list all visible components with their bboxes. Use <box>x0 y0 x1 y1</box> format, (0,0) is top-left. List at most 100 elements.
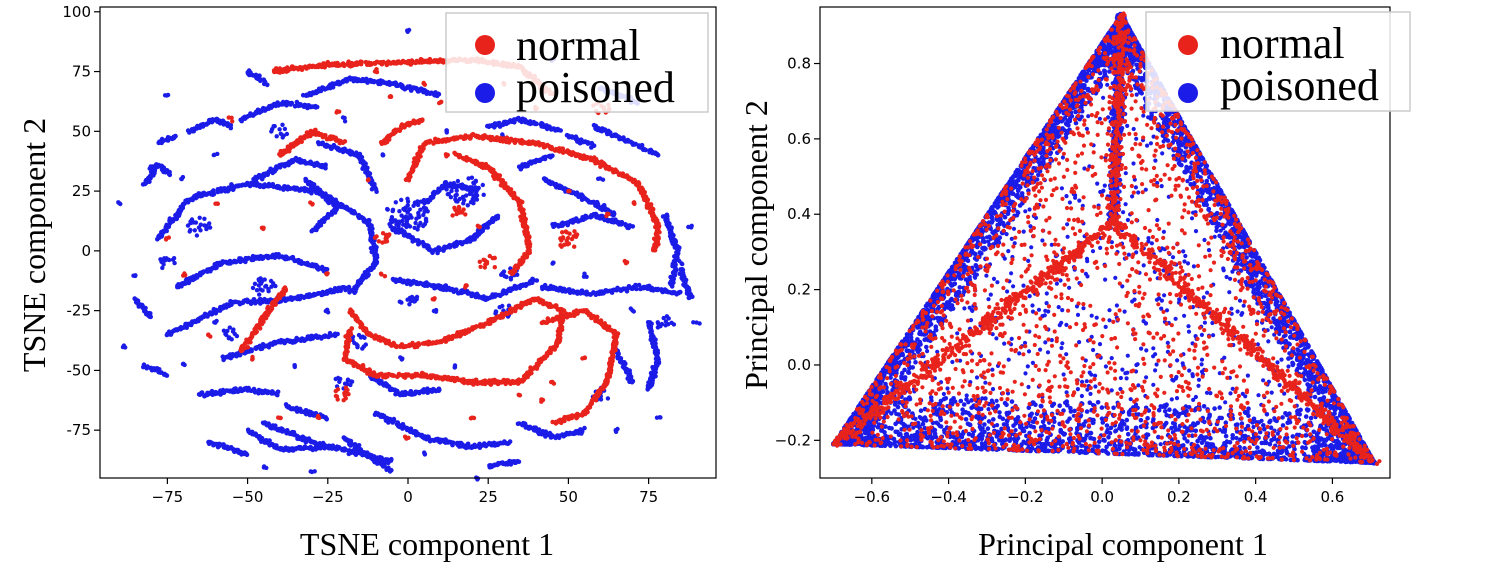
tsne-point-poisoned <box>371 79 377 85</box>
tsne-point-poisoned <box>686 224 691 230</box>
tsne-point-poisoned <box>250 285 256 291</box>
tsne-point-poisoned <box>687 295 692 301</box>
tsne-point-normal <box>475 381 480 387</box>
tsne-point-poisoned <box>324 267 330 272</box>
tsne-point-poisoned <box>217 443 222 449</box>
tsne-point-poisoned <box>225 188 231 194</box>
tsne-point-poisoned <box>342 446 347 451</box>
tsne-point-poisoned <box>164 93 169 98</box>
tsne-point-normal <box>349 326 355 331</box>
tsne-point-poisoned <box>669 320 674 325</box>
tsne-point-poisoned <box>387 469 393 474</box>
tsne-point-poisoned <box>345 378 351 383</box>
tsne-point-poisoned <box>168 332 174 337</box>
tsne-point-poisoned <box>167 172 173 178</box>
tsne-point-poisoned <box>381 153 386 158</box>
tsne-point-poisoned <box>297 102 302 107</box>
tsne-point-poisoned <box>454 188 459 193</box>
tsne-point-poisoned <box>628 306 633 311</box>
tsne-point-poisoned <box>412 299 417 304</box>
tsne-point-poisoned <box>253 110 259 116</box>
tsne-point-poisoned <box>120 344 126 350</box>
tsne-point-poisoned <box>434 93 440 99</box>
tsne-point-poisoned <box>389 215 395 220</box>
tsne-point-poisoned <box>447 184 452 189</box>
tsne-point-poisoned <box>405 203 410 208</box>
tsne-point-poisoned <box>582 271 587 276</box>
tsne-point-poisoned <box>399 197 404 203</box>
tsne-point-poisoned <box>573 216 579 221</box>
tsne-point-poisoned <box>278 131 283 136</box>
tsne-point-poisoned <box>416 223 421 229</box>
tsne-point-poisoned <box>181 325 186 330</box>
tsne-point-poisoned <box>453 193 458 199</box>
tsne-point-poisoned <box>551 260 556 265</box>
tsne-point-poisoned <box>187 279 192 284</box>
tsne-point-poisoned <box>401 222 406 227</box>
tsne-point-poisoned <box>691 320 696 325</box>
tsne-point-poisoned <box>393 200 398 205</box>
tsne-point-poisoned <box>654 415 660 420</box>
tsne-point-poisoned <box>326 445 332 451</box>
tsne-point-poisoned <box>204 225 210 230</box>
tsne-point-poisoned <box>221 328 227 333</box>
tsne-point-poisoned <box>229 182 234 187</box>
tsne-point-poisoned <box>293 103 298 109</box>
tsne-point-normal <box>408 373 414 379</box>
tsne-point-poisoned <box>558 128 563 133</box>
tsne-point-poisoned <box>466 176 471 181</box>
tsne-point-poisoned <box>211 191 217 197</box>
tsne-point-poisoned <box>531 277 537 283</box>
tsne-point-poisoned <box>431 308 437 314</box>
tsne-point-poisoned <box>298 445 303 450</box>
tsne-point-poisoned <box>500 303 505 309</box>
tsne-point-poisoned <box>257 292 262 297</box>
tsne-point-poisoned <box>275 389 281 395</box>
tsne-point-normal <box>365 368 371 373</box>
tsne-point-poisoned <box>325 310 331 315</box>
tsne-point-poisoned <box>401 215 406 220</box>
tsne-point-poisoned <box>474 193 480 198</box>
tsne-point-poisoned <box>611 213 616 218</box>
tsne-point-poisoned <box>173 133 178 139</box>
tsne-point-poisoned <box>342 119 348 124</box>
tsne-point-poisoned <box>202 216 207 221</box>
tsne-point-poisoned <box>679 267 685 272</box>
tsne-point-poisoned <box>133 273 138 279</box>
tsne-point-poisoned <box>220 387 226 393</box>
tsne-point-poisoned <box>230 352 235 357</box>
tsne-point-poisoned <box>656 321 661 326</box>
tsne-point-poisoned <box>273 283 278 289</box>
tsne-point-normal <box>598 164 603 170</box>
tsne-point-poisoned <box>308 469 313 474</box>
tsne-point-poisoned <box>309 190 314 196</box>
tsne-point-poisoned <box>162 258 168 263</box>
tsne-scatter-points <box>116 27 702 482</box>
tsne-point-poisoned <box>312 469 317 474</box>
tsne-point-poisoned <box>356 332 362 338</box>
tsne-point-poisoned <box>179 176 184 182</box>
tsne-point-poisoned <box>249 180 254 186</box>
tsne-point-poisoned <box>261 390 267 395</box>
tsne-point-poisoned <box>421 205 427 210</box>
tsne-point-poisoned <box>323 163 328 169</box>
tsne-point-poisoned <box>627 223 633 229</box>
tsne-point-poisoned <box>322 446 327 451</box>
tsne-point-poisoned <box>228 125 234 131</box>
tsne-point-poisoned <box>338 376 343 382</box>
tsne-point-poisoned <box>629 379 635 385</box>
tsne-point-poisoned <box>414 294 420 300</box>
tsne-point-poisoned <box>677 290 682 295</box>
tsne-point-poisoned <box>249 348 254 354</box>
tsne-point-normal <box>517 380 522 385</box>
tsne-point-poisoned <box>148 314 153 320</box>
tsne-point-poisoned <box>333 332 338 338</box>
tsne-point-poisoned <box>406 27 412 33</box>
tsne-point-poisoned <box>460 186 465 191</box>
tsne-point-poisoned <box>399 227 404 232</box>
tsne-point-poisoned <box>210 441 216 446</box>
tsne-point-poisoned <box>329 333 334 338</box>
tsne-point-poisoned <box>233 259 239 265</box>
tsne-point-poisoned <box>405 196 410 201</box>
